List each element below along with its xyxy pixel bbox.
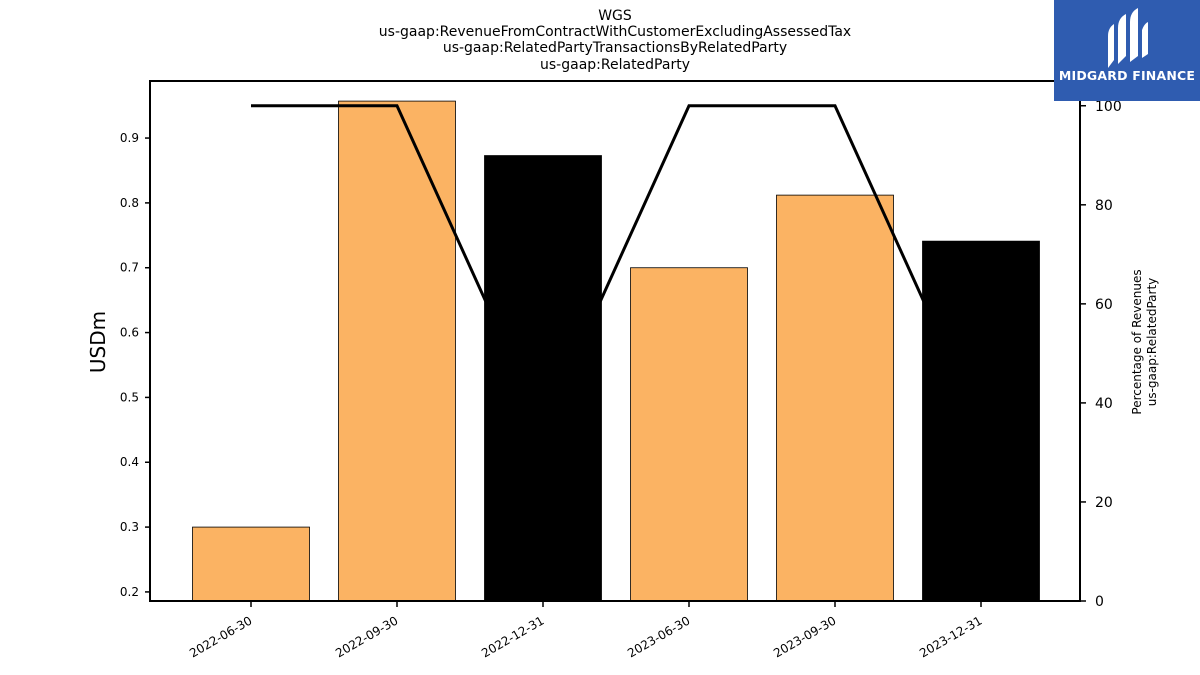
brand-logo: MIDGARD FINANCE xyxy=(1054,0,1200,101)
y-axis-label: USDm xyxy=(86,311,110,373)
x-tick-label: 2022-06-30 xyxy=(187,613,254,660)
y2-axis-label-line: us-gaap:RelatedParty xyxy=(1145,278,1159,407)
bar-2022-06-30 xyxy=(192,526,310,602)
bar-2023-12-31 xyxy=(922,240,1040,602)
plot-border xyxy=(149,80,1081,602)
y-tick-label: 0.8 xyxy=(120,196,139,210)
x-tick-label: 2023-09-30 xyxy=(771,613,838,660)
y2-tick-label: 0 xyxy=(1095,594,1104,610)
y-tick-label: 0.4 xyxy=(120,455,139,469)
bar-series xyxy=(192,100,1040,602)
y-tick-label: 0.5 xyxy=(120,390,139,404)
chart-title-line: us-gaap:RelatedParty xyxy=(540,57,690,73)
y-tick-label: 0.3 xyxy=(120,520,139,534)
y-tick-label: 0.9 xyxy=(120,131,139,145)
chart-title-line: us-gaap:RelatedPartyTransactionsByRelate… xyxy=(443,40,787,56)
y2-tick-label: 100 xyxy=(1095,99,1122,115)
percentage-line-series xyxy=(251,104,983,432)
y-tick-label: 0.7 xyxy=(120,261,139,275)
y2-axis-label: Percentage of Revenues us-gaap:RelatedPa… xyxy=(1130,269,1159,414)
bar-2023-06-30 xyxy=(630,267,748,602)
y-tick-label: 0.2 xyxy=(120,585,139,599)
plot-frame xyxy=(149,80,1081,602)
x-tick-label: 2023-06-30 xyxy=(625,613,692,660)
y2-tick-label: 40 xyxy=(1095,396,1113,412)
chart-title-line: us-gaap:RevenueFromContractWithCustomerE… xyxy=(379,24,851,40)
x-tick-label: 2022-12-31 xyxy=(479,613,546,660)
y-tick-label: 0.6 xyxy=(120,326,139,340)
bar-2022-12-31 xyxy=(484,155,602,602)
x-tick-label: 2023-12-31 xyxy=(917,613,984,660)
y2-axis-ticks: 0 20 40 60 80 100 xyxy=(1080,99,1122,610)
y2-tick-label: 20 xyxy=(1095,495,1113,511)
bar-2022-09-30 xyxy=(338,100,456,602)
chart-title-line: WGS xyxy=(598,8,632,24)
midgard-logo-icon xyxy=(1108,8,1148,68)
y2-tick-label: 60 xyxy=(1095,297,1113,313)
y2-tick-label: 80 xyxy=(1095,198,1113,214)
brand-name: MIDGARD FINANCE xyxy=(1058,68,1196,83)
chart-title: WGS us-gaap:RevenueFromContractWithCusto… xyxy=(379,8,851,73)
x-axis-ticks: 2022-06-30 2022-09-30 2022-12-31 2023-06-30… xyxy=(187,601,985,660)
percentage-line xyxy=(251,104,983,432)
x-tick-label: 2022-09-30 xyxy=(333,613,400,660)
y-axis-ticks: 0.2 0.3 0.4 0.5 0.6 0.7 0.8 0.9 xyxy=(120,131,150,599)
y2-axis-label-line: Percentage of Revenues xyxy=(1130,269,1144,414)
bar-2023-09-30 xyxy=(776,194,894,602)
